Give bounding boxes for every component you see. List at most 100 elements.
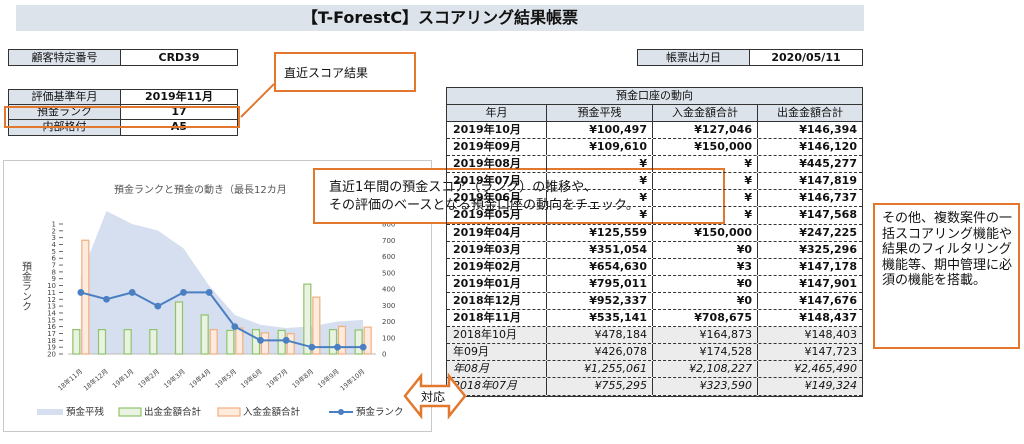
table-body: 2019年10月 ¥100,497 ¥127,046 ¥146,394 2019年09月… (447, 122, 862, 396)
point-rank (154, 302, 162, 310)
table-cell: ¥164,873 (653, 327, 758, 344)
x-tick-label: 19年7月 (264, 367, 289, 390)
table-cell: ¥174,528 (653, 344, 758, 361)
table-row: 2019年06月 ¥ ¥ ¥146,737 (447, 190, 862, 208)
table-cell: ¥ (547, 173, 653, 190)
recent-score-callout: 直近スコア結果 (274, 52, 416, 92)
table-row: 2019年08月 ¥ ¥ ¥445,277 (447, 156, 862, 174)
table-cell: ¥147,901 (799, 276, 857, 290)
table-cell: ¥146,394 (799, 123, 857, 136)
trend-callout-line: その評価のベースとなる預金口座の動向をチェック。 (329, 198, 639, 213)
table-cell: ¥147,178 (799, 259, 857, 273)
table-cell: 2019年06月 (447, 190, 547, 207)
table-cell: ¥100,497 (547, 122, 653, 139)
table-cell: 2018年11月 (447, 310, 547, 327)
table-cell: ¥127,046 (653, 122, 758, 139)
point-rank (282, 336, 290, 344)
output-date-row: 帳票出力日 2020/05/11 (637, 49, 863, 66)
table-cell: ¥247,225 (799, 225, 857, 239)
table-row: 2018年10月 ¥478,184 ¥164,873 ¥148,403 (447, 327, 862, 345)
x-tick-label: 19年10月 (338, 367, 366, 393)
table-row: 2019年10月 ¥100,497 ¥127,046 ¥146,394 (447, 122, 862, 140)
table-cell: ¥146,737 (799, 191, 857, 205)
table-cell: 2019年03月 (447, 241, 547, 258)
y-left-tick: 4 (52, 241, 57, 249)
table-row: 2018年07月 ¥755,295 ¥323,590 ¥149,324 (447, 378, 862, 396)
y-right-tick: 400 (382, 286, 395, 294)
table-cell: ¥ (547, 207, 653, 224)
info-value: 2019年11月 (121, 90, 237, 104)
table-cell: ¥ (653, 173, 758, 190)
y-left-tick: 14 (47, 309, 56, 317)
y-axis-label: 預金ランク (20, 261, 32, 311)
bar-withdraw (174, 301, 184, 355)
trend-callout: 直近1年間の預金スコア（ランク）の推移や、 その評価のベースとなる預金口座の動向… (313, 168, 725, 224)
bar-deposit (209, 329, 218, 355)
y-right-tick: 600 (382, 253, 395, 261)
col-header-avg-balance: 預金平残 (547, 105, 653, 121)
info-row: 評価基準年月 2019年11月 (9, 90, 237, 105)
y-left-tick: 19 (47, 344, 56, 352)
y-right-tick: 700 (382, 237, 395, 245)
point-rank (308, 343, 316, 351)
y-left-tick: 18 (47, 337, 56, 345)
table-cell: 2018年07月 (447, 378, 547, 395)
output-date-label: 帳票出力日 (638, 50, 750, 65)
point-rank (334, 343, 341, 351)
x-tick-label: 19年8月 (290, 367, 315, 390)
x-tick-label: 18年12月 (81, 367, 109, 393)
table-cell: ¥148,403 (804, 328, 858, 342)
bar-deposit (286, 333, 295, 355)
col-header-withdraw-total: 出金金額合計 (777, 106, 843, 119)
table-cell: 2018年12月 (447, 292, 547, 310)
table-cell: ¥351,054 (547, 241, 653, 258)
col-header-deposit-total: 入金金額合計 (653, 105, 758, 121)
legend-swatch-deposit (217, 407, 241, 417)
table-cell: ¥3 (653, 258, 758, 275)
table-row: 2019年05月 ¥ ¥ ¥147,568 (447, 207, 862, 225)
y-left-tick: 3 (52, 234, 56, 242)
y-right-tick: 100 (382, 334, 395, 342)
table-row: 年09月 ¥426,078 ¥174,528 ¥147,723 (447, 344, 862, 362)
table-cell: ¥147,819 (799, 174, 857, 188)
bar-withdraw (328, 329, 338, 355)
y-right-tick: 500 (382, 269, 395, 277)
y-left-tick: 5 (52, 248, 56, 256)
table-cell: 年09月 (447, 344, 547, 361)
arrow-label: 対応 (421, 390, 446, 404)
x-tick-label: 19年6月 (239, 367, 264, 390)
y-left-tick: 6 (52, 255, 57, 263)
x-tick-label: 19年5月 (213, 367, 238, 390)
legend-label: 預金ランク (356, 406, 404, 418)
table-cell: ¥146,120 (799, 140, 857, 154)
point-rank (359, 343, 367, 351)
table-row: 2019年09月 ¥109,610 ¥150,000 ¥146,120 (447, 139, 862, 157)
info-label: 預金ランク (9, 105, 121, 119)
bar-withdraw (72, 329, 81, 355)
legend-label: 入金金額合計 (243, 406, 301, 418)
info-label: 評価基準年月 (9, 90, 121, 104)
bar-deposit (81, 239, 90, 355)
chart-title: 預金ランクと預金の動き（最長12カ月 (114, 185, 287, 196)
y-right-tick: 0 (382, 351, 386, 359)
bar-deposit (235, 327, 244, 355)
col-header-month: 年月 (447, 105, 547, 121)
y-left-tick: 7 (52, 262, 56, 270)
bar-deposit (260, 332, 270, 355)
table-cell: ¥148,437 (799, 311, 857, 325)
x-tick-label: 19年1月 (110, 367, 135, 390)
rank-chart: 預金ランクと預金の動き（最長12カ月 1 2 3 4 5 6 7 8 9 10 11 12 13 14 15… (3, 160, 432, 432)
customer-id-label: 顧客特定番号 (9, 50, 121, 65)
point-rank (103, 295, 110, 303)
y-left-tick: 16 (47, 323, 56, 331)
table-cell: ¥0 (653, 275, 758, 292)
y-left-tick: 13 (47, 303, 56, 311)
table-row: 2019年01月 ¥795,011 ¥0 ¥147,901 (447, 275, 862, 293)
table-cell: 2019年09月 (447, 139, 547, 156)
table-row: 2018年12月 ¥952,337 ¥0 ¥147,676 (447, 292, 862, 311)
table-row: 2019年07月 ¥ ¥ ¥147,819 (447, 173, 862, 191)
x-tick-label: 18年11月 (56, 367, 84, 393)
table-cell: 2018年10月 (447, 327, 547, 344)
table-caption: 預金口座の動向 (447, 88, 862, 105)
output-date-value: 2020/05/11 (750, 50, 862, 65)
